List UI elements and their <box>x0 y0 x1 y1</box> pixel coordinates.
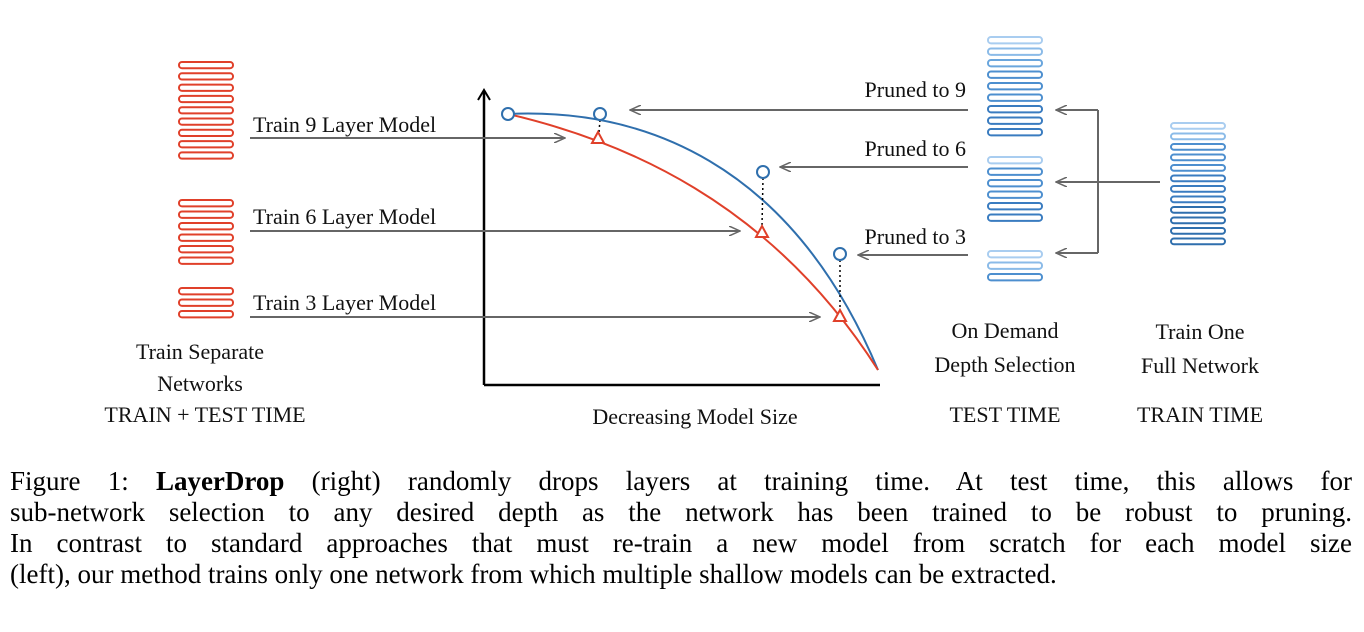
layer <box>1170 206 1226 214</box>
layer <box>1170 132 1226 141</box>
layer <box>987 82 1043 91</box>
layer <box>987 179 1043 188</box>
layer <box>178 151 234 160</box>
caption-line: sub-network selection to any desired dep… <box>10 497 1352 528</box>
left-label: Train 6 Layer Model <box>253 204 436 229</box>
layer-stacks <box>178 36 1226 319</box>
layer <box>178 199 234 208</box>
layer <box>1170 237 1226 246</box>
left-label: Train 9 Layer Model <box>253 112 436 137</box>
layer <box>987 128 1043 137</box>
test-caption: TEST TIME <box>949 402 1060 427</box>
caption-text: In contrast to standard approaches that … <box>10 528 1352 558</box>
layer <box>178 245 234 254</box>
layer <box>987 273 1043 282</box>
layer <box>178 310 234 319</box>
caption-text: (left), our method trains only one netwo… <box>10 559 1057 589</box>
pruned-label: Pruned to 6 <box>865 136 966 161</box>
pruned-label: Pruned to 9 <box>865 77 966 102</box>
layer <box>1170 195 1226 204</box>
caption-line: In contrast to standard approaches that … <box>10 528 1352 559</box>
layer <box>987 105 1043 114</box>
layer <box>178 94 234 104</box>
layer <box>987 116 1043 125</box>
left-caption: Networks <box>157 371 243 396</box>
caption-prefix: Figure 1: <box>10 466 129 496</box>
test-caption: On Demand <box>952 318 1059 343</box>
layer <box>178 222 234 231</box>
layer <box>987 47 1043 56</box>
layer <box>1170 216 1226 225</box>
caption-text: sub-network selection to any desired dep… <box>10 497 1352 527</box>
layer <box>178 298 234 307</box>
caption-bold: LayerDrop <box>155 466 285 496</box>
layer <box>987 59 1043 68</box>
figure: Train 9 Layer Model Train 6 Layer Model … <box>104 36 1263 429</box>
baseline-curve <box>507 113 879 371</box>
layer <box>178 61 234 70</box>
layer <box>1170 153 1226 162</box>
layer <box>178 117 234 126</box>
caption-line: Figure 1: LayerDrop (right) randomly dro… <box>10 466 1352 497</box>
layer <box>987 156 1043 165</box>
dotted-links <box>598 119 841 310</box>
layer <box>1170 164 1226 172</box>
pruned-label: Pruned to 3 <box>865 224 966 249</box>
axis-label: Decreasing Model Size <box>592 404 797 429</box>
layer <box>178 256 234 265</box>
layer <box>178 128 234 138</box>
layer <box>987 36 1043 45</box>
layer <box>987 261 1043 270</box>
layer <box>178 140 234 149</box>
layer <box>178 83 234 92</box>
train-caption: Train One <box>1155 319 1244 344</box>
y-axis-arrow <box>477 88 491 101</box>
layer <box>1170 227 1226 235</box>
layer <box>987 202 1043 211</box>
layer <box>178 72 234 81</box>
left-caption: Train Separate <box>136 339 264 364</box>
caption-line: (left), our method trains only one netwo… <box>10 559 1352 590</box>
layer <box>987 93 1043 102</box>
layer <box>987 167 1043 176</box>
test-caption: Depth Selection <box>934 352 1075 377</box>
caption-text: (right) randomly drops layers at trainin… <box>311 466 1353 496</box>
layer <box>1170 122 1226 130</box>
layer <box>987 213 1043 222</box>
trained-points <box>590 129 848 322</box>
left-caption: TRAIN + TEST TIME <box>104 402 305 427</box>
layer <box>178 233 234 242</box>
layer <box>1170 185 1226 193</box>
arrows <box>250 110 1160 317</box>
train-caption: TRAIN TIME <box>1137 402 1263 427</box>
train-caption: Full Network <box>1141 353 1259 378</box>
layer <box>987 190 1043 199</box>
layer <box>178 287 234 296</box>
pruned-points <box>501 107 847 261</box>
layer <box>1170 174 1226 183</box>
layerdrop-curve <box>507 112 879 371</box>
layer <box>1170 143 1226 151</box>
left-label: Train 3 Layer Model <box>253 290 436 315</box>
layer <box>178 106 234 115</box>
layer <box>987 250 1043 259</box>
figure-caption: Figure 1: LayerDrop (right) randomly dro… <box>10 466 1352 590</box>
layer <box>178 210 234 219</box>
layer <box>987 70 1043 79</box>
